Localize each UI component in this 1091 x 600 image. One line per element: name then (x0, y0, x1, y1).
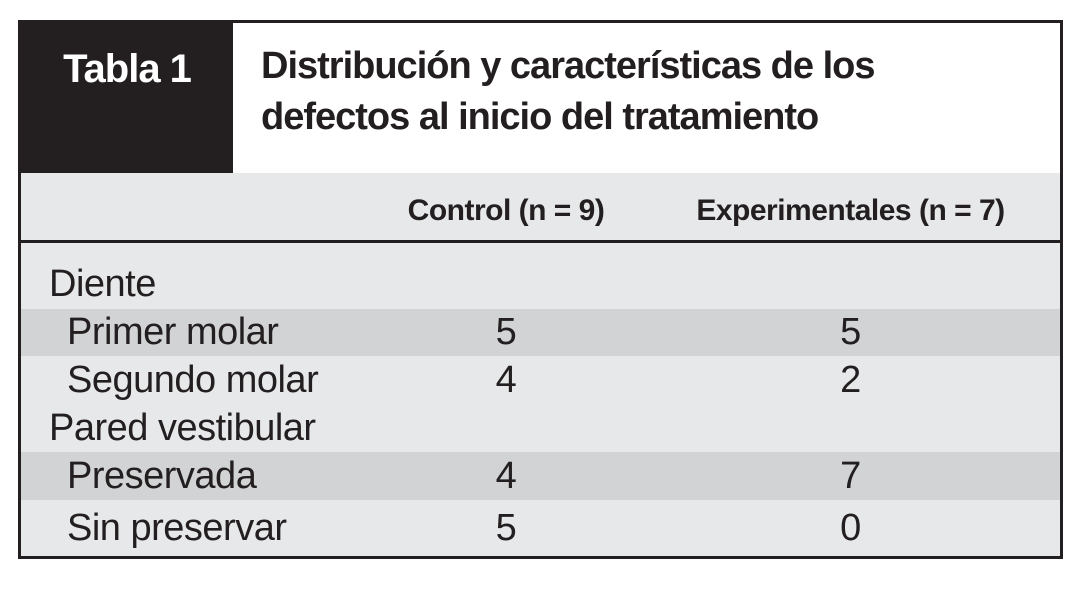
table-tag-label: Tabla 1 (63, 47, 192, 91)
table-title-bar: Tabla 1 Distribución y características d… (21, 23, 1060, 173)
row-label: Primer molar (67, 311, 279, 353)
table-row: Pared vestibular (21, 404, 1060, 452)
control-value: 5 (495, 506, 517, 549)
table-body: Diente Primer molar 5 5 Segundo molar 4 … (21, 243, 1060, 556)
table-tag-box: Tabla 1 (21, 23, 233, 173)
table-row: Primer molar 5 5 (21, 309, 1060, 356)
table-row: Diente (21, 243, 1060, 309)
table-figure: Tabla 1 Distribución y características d… (18, 20, 1063, 559)
row-label: Preservada (67, 454, 257, 497)
control-value: 5 (495, 311, 517, 353)
title-line-1: Distribución y características de los (261, 45, 875, 87)
experimental-value: 2 (840, 358, 861, 401)
table-row: Segundo molar 4 2 (21, 356, 1060, 404)
table-row: Preservada 4 7 (21, 452, 1060, 500)
experimental-value: 7 (840, 454, 861, 497)
column-headers: Control (n = 9) Experimentales (n = 7) (21, 173, 1060, 243)
row-label: Sin preservar (67, 506, 287, 549)
experimental-value: 5 (840, 311, 861, 353)
row-label: Segundo molar (67, 358, 319, 401)
control-value: 4 (495, 454, 517, 497)
row-label: Pared vestibular (49, 406, 316, 449)
experimental-value: 0 (840, 506, 861, 549)
title-line-2: defectos al inicio del tratamiento (261, 96, 819, 139)
col-header-experimental: Experimentales (n = 7) (696, 193, 1005, 227)
table-title: Distribución y características de los de… (233, 23, 883, 173)
col-header-control: Control (n = 9) (407, 193, 605, 227)
row-label: Diente (49, 262, 156, 305)
control-value: 4 (495, 358, 517, 401)
table-row: Sin preservar 5 0 (21, 500, 1060, 556)
